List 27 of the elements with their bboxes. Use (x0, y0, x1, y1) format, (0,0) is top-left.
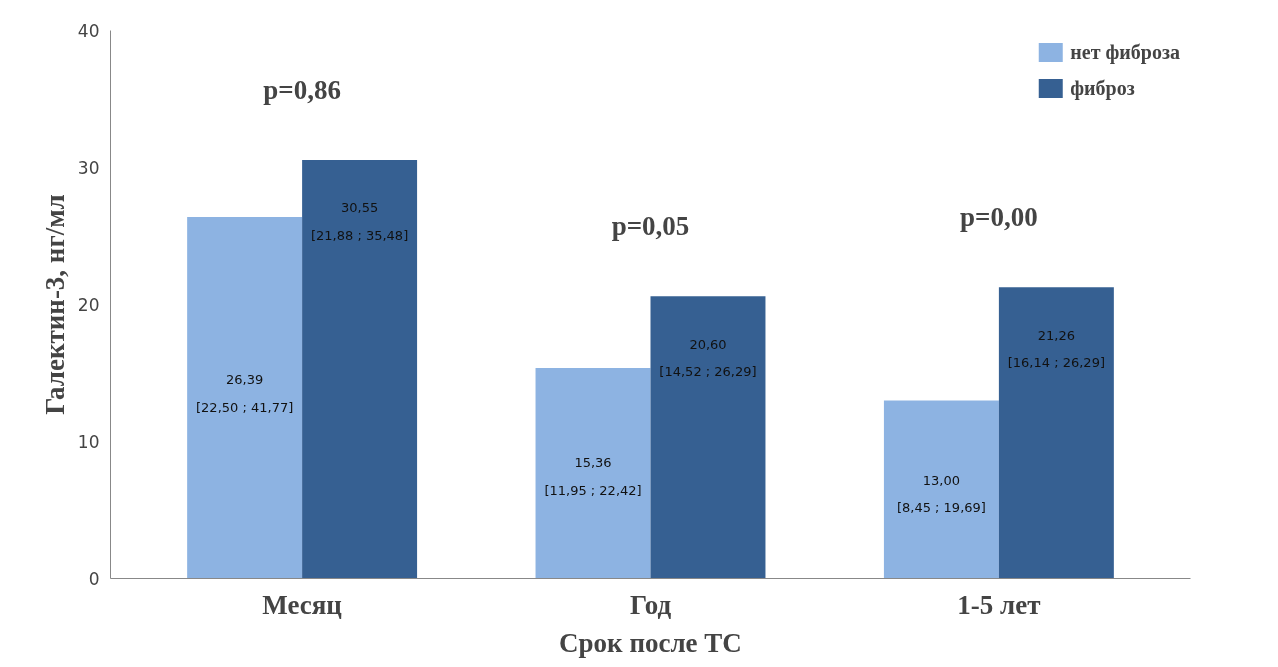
data-label: 15,36 [11,95 ; 22,42] (544, 455, 642, 498)
legend-label: нет фиброза (1070, 40, 1180, 64)
data-label: 13,00 [8,45 ; 19,69] (896, 473, 986, 516)
bar (187, 216, 303, 579)
data-label: 20,60 [14,52 ; 26,29] (659, 336, 757, 380)
legend-label: фиброз (1070, 76, 1135, 100)
y-tick-label: 20 (77, 295, 100, 315)
annotation: p=0,00 (960, 202, 1038, 233)
x-tick-label: 1-5 лет (957, 589, 1041, 620)
y-axis-title: Галектин-3, нг/мл (39, 194, 70, 415)
bar (883, 400, 999, 579)
x-tick-label: Год (629, 589, 672, 620)
data-label: 21,26 [16,14 ; 26,29] (1007, 327, 1105, 371)
y-tick-label: 30 (77, 158, 100, 178)
y-tick-label: 10 (77, 432, 100, 452)
bar (650, 296, 766, 579)
data-label: 26,39 [22,50 ; 41,77] (196, 372, 294, 415)
annotation: p=0,05 (611, 211, 690, 242)
bar (998, 287, 1114, 579)
bar (535, 368, 651, 579)
bar (302, 159, 418, 579)
data-label: 30,55 [21,88 ; 35,48] (310, 200, 409, 243)
y-tick-label: 0 (88, 569, 100, 589)
x-tick-label: Месяц (262, 589, 343, 620)
x-axis-title: Срок после ТС (559, 627, 742, 658)
annotation: p=0,86 (263, 75, 341, 106)
y-tick-label: 40 (77, 21, 100, 41)
